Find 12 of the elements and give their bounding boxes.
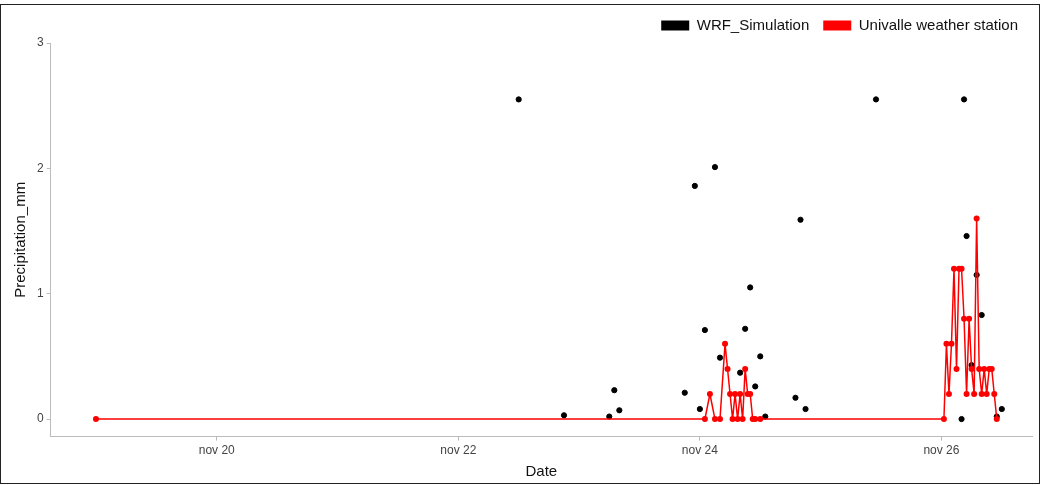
x-tick-label: nov 26: [923, 443, 960, 458]
legend-label: WRF_Simulation: [696, 15, 810, 33]
y-tick-label: 1: [36, 286, 44, 301]
legend-label: Univalle weather station: [858, 15, 1019, 33]
y-tick-label: 0: [36, 411, 44, 426]
y-axis-title: Precipitation_mm: [11, 181, 29, 298]
y-tick-label: 2: [36, 160, 44, 175]
x-tick-label: nov 24: [681, 443, 719, 458]
x-axis-title: Date: [525, 462, 558, 480]
y-tick-label: 3: [36, 35, 44, 50]
x-tick-label: nov 22: [440, 443, 477, 458]
x-tick-label: nov 20: [198, 443, 236, 458]
